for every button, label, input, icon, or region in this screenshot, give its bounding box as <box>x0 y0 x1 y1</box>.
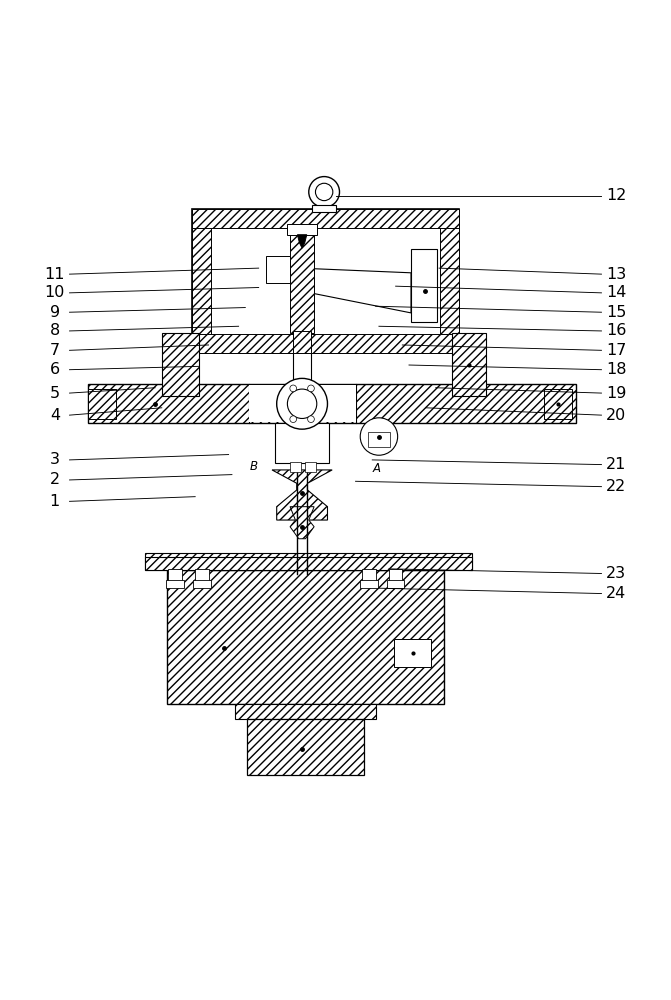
Bar <box>162 333 199 396</box>
Text: 15: 15 <box>606 305 626 320</box>
Bar <box>362 569 376 581</box>
Text: 1: 1 <box>50 494 60 509</box>
Text: 14: 14 <box>606 285 626 300</box>
Polygon shape <box>272 470 332 520</box>
Bar <box>266 256 290 283</box>
Circle shape <box>276 378 327 429</box>
Text: 2: 2 <box>50 472 60 487</box>
Bar <box>387 580 405 588</box>
Bar <box>166 580 184 588</box>
Text: 23: 23 <box>606 566 626 581</box>
Bar <box>192 228 211 334</box>
Bar <box>275 423 329 463</box>
Text: 5: 5 <box>50 386 60 401</box>
Polygon shape <box>297 235 307 248</box>
Text: 9: 9 <box>50 305 60 320</box>
Bar <box>312 205 336 212</box>
Text: 8: 8 <box>50 323 60 338</box>
Text: 21: 21 <box>606 457 626 472</box>
Text: 17: 17 <box>606 343 626 358</box>
Bar <box>440 228 459 334</box>
Bar <box>293 331 311 353</box>
Circle shape <box>309 177 340 207</box>
Bar <box>168 569 182 581</box>
Circle shape <box>315 183 333 201</box>
Bar <box>411 249 437 322</box>
Text: 3: 3 <box>50 452 60 467</box>
Bar <box>452 333 486 396</box>
Bar <box>248 719 364 775</box>
Circle shape <box>307 416 314 423</box>
Bar <box>368 432 390 447</box>
Text: 18: 18 <box>606 362 627 377</box>
Bar <box>167 570 444 704</box>
Text: A: A <box>373 462 381 475</box>
Text: 13: 13 <box>606 267 626 282</box>
Polygon shape <box>290 507 314 539</box>
Text: B: B <box>250 460 258 473</box>
Bar <box>290 229 314 333</box>
Bar <box>287 224 317 235</box>
Circle shape <box>307 385 314 392</box>
Bar <box>195 569 209 581</box>
Text: 12: 12 <box>606 188 626 203</box>
Bar <box>389 569 403 581</box>
Circle shape <box>360 418 398 455</box>
Bar <box>193 580 211 588</box>
Text: 11: 11 <box>44 267 65 282</box>
Bar <box>192 334 459 353</box>
Polygon shape <box>314 269 411 313</box>
Circle shape <box>290 416 297 423</box>
Bar <box>395 639 431 667</box>
Circle shape <box>287 389 317 418</box>
Bar <box>145 553 472 570</box>
Bar <box>192 209 459 228</box>
Bar <box>290 462 301 472</box>
Text: 10: 10 <box>45 285 65 300</box>
Bar <box>89 389 116 419</box>
Text: 19: 19 <box>606 386 626 401</box>
Bar <box>145 557 472 570</box>
Bar <box>89 384 576 423</box>
Circle shape <box>290 385 297 392</box>
Bar <box>249 385 356 422</box>
Text: 24: 24 <box>606 586 626 601</box>
Bar <box>544 389 572 419</box>
Bar <box>305 462 316 472</box>
Bar <box>236 704 376 719</box>
Text: 7: 7 <box>50 343 60 358</box>
Bar <box>192 209 459 353</box>
Text: 6: 6 <box>50 362 60 377</box>
Text: 4: 4 <box>50 408 60 423</box>
Text: 16: 16 <box>606 323 626 338</box>
Text: 22: 22 <box>606 479 626 494</box>
Text: 20: 20 <box>606 408 626 423</box>
Bar <box>360 580 378 588</box>
